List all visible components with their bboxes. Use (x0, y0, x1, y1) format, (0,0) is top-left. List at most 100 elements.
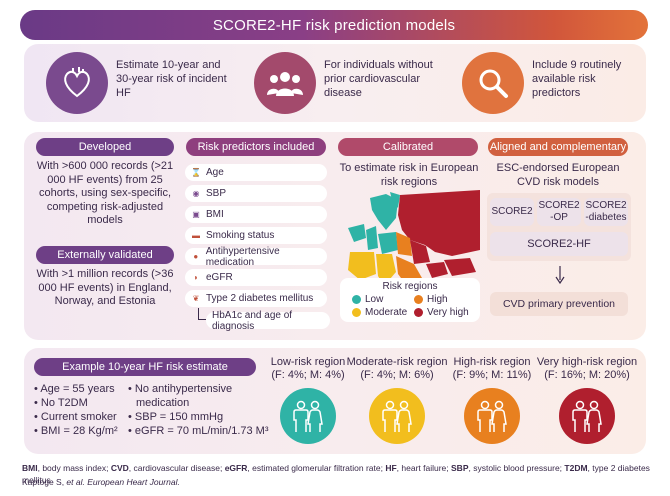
legend-low: Low (352, 294, 383, 305)
scale-icon: ▣ (192, 210, 200, 219)
abbr-def: , heart failure; (396, 463, 452, 473)
model-score2-diabetes: SCORE2 -diabetes (584, 198, 628, 226)
sub-connector (198, 308, 206, 320)
predictor-antihypertensive: ● Antihypertensive medication (185, 245, 327, 268)
citation-journal: European Heart Journal. (84, 477, 180, 487)
heart-icon (46, 52, 108, 114)
pressure-gauge-icon: ◉ (192, 189, 200, 198)
legend-dot (414, 308, 423, 317)
example-value: BMI = 28 Kg/m² (40, 425, 118, 437)
predictor-smoking: ▬ Smoking status (185, 227, 327, 244)
legend-dot (352, 308, 361, 317)
region-high-icon (464, 388, 520, 444)
region-name: Moderate-risk region (346, 356, 448, 368)
aligned-pill: Aligned and complementary (488, 138, 628, 156)
region-name: High-risk region (453, 356, 531, 368)
validated-pill: Externally validated (36, 246, 174, 264)
citation-etal: et al. (66, 477, 85, 487)
legend-very-high: Very high (414, 307, 469, 318)
cvd-primary-prevention: CVD primary prevention (490, 292, 628, 316)
abbr: SBP (451, 463, 469, 473)
aligned-text: ESC-endorsed European CVD risk models (496, 162, 620, 188)
legend-label: Very high (427, 307, 469, 318)
developed-text: With >600 000 records (>21 000 HF events… (36, 160, 174, 226)
legend-label: High (427, 294, 448, 305)
example-value: eGFR = 70 mL/min/1.73 M³ (134, 425, 269, 437)
example-value: Age = 55 years (40, 383, 115, 395)
legend-label: Moderate (365, 307, 408, 318)
predictor-sub-label: HbA1c and age of diagnosis (212, 309, 293, 332)
two-people-icon (477, 400, 507, 432)
region-values: (F: 9%; M: 11%) (452, 369, 532, 381)
example-left-item: • Current smoker (34, 411, 117, 423)
kidney-icon: ◗ (193, 273, 199, 282)
legend-title: Risk regions (382, 281, 438, 292)
example-left-list: • Age = 55 years • No T2DM • Current smo… (34, 382, 134, 438)
calibrated-pill: Calibrated (338, 138, 478, 156)
example-right-item: • eGFR = 70 mL/min/1.73 M³ (128, 425, 269, 437)
top-item-1-text: Estimate 10-year and 30-year risk of inc… (116, 59, 227, 99)
predictor-age: ⌛ Age (185, 164, 327, 181)
region-low-title: Low-risk region (F: 4%; M: 4%) (262, 356, 354, 382)
two-people-icon (382, 400, 412, 432)
hourglass-icon: ⌛ (191, 168, 201, 177)
top-summary-panel (24, 44, 646, 122)
legend-dot (414, 295, 423, 304)
example-value: SBP = 150 mmHg (134, 411, 224, 423)
example-right-item: • SBP = 150 mmHg (128, 411, 224, 423)
model-score2-hf: SCORE2-HF (490, 232, 628, 256)
predictor-label: Age (206, 167, 224, 178)
region-values: (F: 16%; M: 20%) (544, 369, 630, 381)
predictor-label: eGFR (206, 272, 233, 283)
legend-dot (352, 295, 361, 304)
footnote-abbreviations: BMI, body mass index; CVD, cardiovascula… (22, 462, 662, 486)
predictor-sub: HbA1c and age of diagnosis (206, 309, 330, 332)
legend-label: Low (365, 294, 384, 305)
predictor-label: Antihypertensive medication (205, 245, 280, 268)
example-left-item: • BMI = 28 Kg/m² (34, 425, 118, 437)
developed-pill: Developed (36, 138, 174, 156)
abbr-def: , body mass index; (37, 463, 111, 473)
risk-legend (340, 278, 480, 322)
citation-authors: Kaptoge S, (22, 477, 67, 487)
predictor-label: BMI (206, 209, 224, 220)
abbr: BMI (22, 463, 38, 473)
calibrated-text: To estimate risk in European risk region… (339, 162, 479, 188)
predictor-diabetes: ❦ Type 2 diabetes mellitus (185, 290, 327, 307)
people-icon (254, 52, 316, 114)
abbr: CVD (110, 463, 129, 473)
abbr: T2DM (564, 463, 588, 473)
abbr-def: , estimated glomerular filtration rate; (247, 463, 386, 473)
region-values: (F: 4%; M: 6%) (360, 369, 434, 381)
two-people-icon (293, 400, 323, 432)
pancreas-icon: ❦ (192, 294, 200, 303)
footnote-citation: Kaptoge S, et al. European Heart Journal… (22, 476, 422, 488)
region-low-icon (280, 388, 336, 444)
region-very-high-title: Very high-risk region (F: 16%; M: 20%) (532, 356, 642, 382)
predictor-label: SBP (206, 188, 227, 199)
predictor-label: Type 2 diabetes mellitus (206, 293, 314, 304)
page-title: SCORE2-HF risk prediction models (20, 10, 648, 40)
example-value: No antihypertensive medication (134, 383, 233, 409)
region-very-high-icon (559, 388, 615, 444)
title-text: SCORE2-HF risk prediction models (212, 16, 456, 34)
region-moderate-icon (369, 388, 425, 444)
abbr: eGFR (224, 463, 248, 473)
region-name: Low-risk region (270, 356, 346, 368)
example-right-list: • No antihypertensive medication • SBP =… (128, 382, 278, 438)
top-item-3-text: Include 9 routinely available risk predi… (532, 59, 622, 99)
predictor-egfr: ◗ eGFR (185, 269, 327, 286)
predictor-bmi: ▣ BMI (185, 206, 327, 223)
legend-moderate: Moderate (352, 307, 407, 318)
predictor-label: Smoking status (206, 230, 275, 241)
region-moderate-title: Moderate-risk region (F: 4%; M: 6%) (346, 356, 448, 382)
example-left-item: • Age = 55 years (34, 383, 115, 395)
validated-text: With >1 million records (>36 000 HF even… (36, 268, 174, 307)
abbr-def: , systolic blood pressure; (468, 463, 565, 473)
cigarette-icon: ▬ (192, 231, 200, 240)
pills-icon: ● (193, 252, 199, 261)
predictors-pill: Risk predictors included (186, 138, 326, 156)
region-high-title: High-risk region (F: 9%; M: 11%) (448, 356, 536, 382)
arrow-down-icon (555, 266, 565, 285)
example-value: No T2DM (40, 397, 88, 409)
